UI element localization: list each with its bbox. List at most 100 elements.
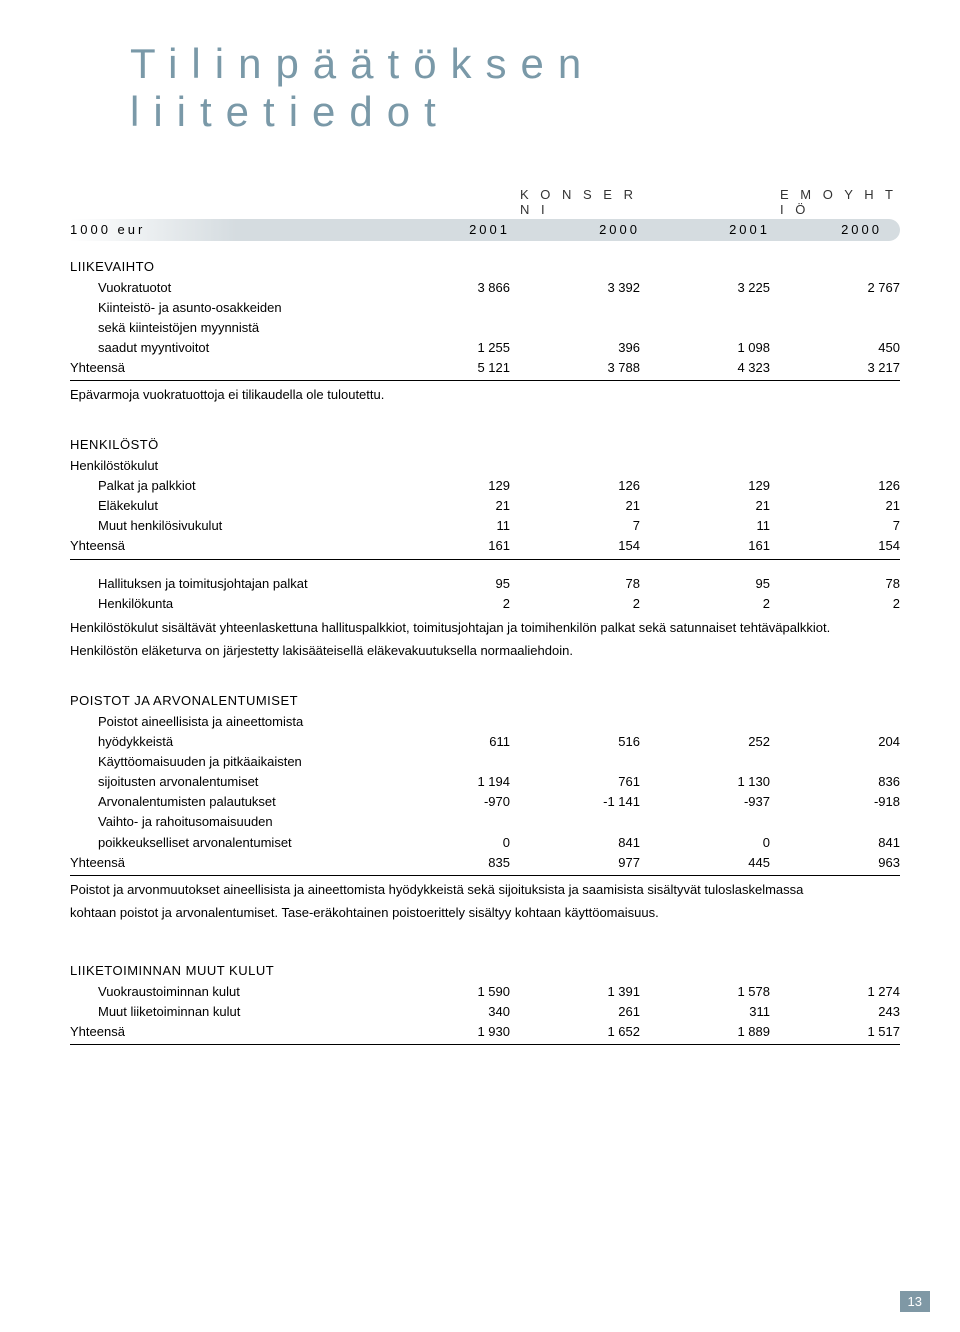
cell: 1 391 <box>510 982 640 1002</box>
table-row: Poistot aineellisista ja aineettomista <box>70 712 900 732</box>
cell <box>770 712 900 732</box>
year-col: 2000 <box>770 222 900 237</box>
cell: 311 <box>640 1002 770 1022</box>
cell: 78 <box>770 574 900 594</box>
group-emoyhtio: E M O Y H T I Ö <box>770 187 900 217</box>
title-line-1: Tilinpäätöksen <box>130 40 900 88</box>
column-group-header: K O N S E R N I E M O Y H T I Ö <box>70 187 900 217</box>
row-label: hyödykkeistä <box>70 732 380 752</box>
cell: -937 <box>640 792 770 812</box>
cell: 2 <box>380 594 510 614</box>
cell: 963 <box>770 853 900 873</box>
subtitle: Henkilöstökulut <box>70 456 380 476</box>
cell <box>380 752 510 772</box>
cell <box>770 812 900 832</box>
year-col: 2001 <box>640 222 770 237</box>
cell: 516 <box>510 732 640 752</box>
row-label: Yhteensä <box>70 358 380 378</box>
row-label: Vaihto- ja rahoitusomaisuuden <box>70 812 380 832</box>
row-label: Poistot aineellisista ja aineettomista <box>70 712 380 732</box>
subtitle-row: Henkilöstökulut <box>70 456 900 476</box>
total-row: Yhteensä 161 154 161 154 <box>70 536 900 559</box>
section-note: kohtaan poistot ja arvonalentumiset. Tas… <box>70 903 900 923</box>
cell <box>640 812 770 832</box>
page-number: 13 <box>900 1291 930 1312</box>
cell <box>770 298 900 318</box>
cell: 0 <box>380 833 510 853</box>
table-row: Vuokraustoiminnan kulut1 5901 3911 5781 … <box>70 982 900 1002</box>
row-label: sekä kiinteistöjen myynnistä <box>70 318 380 338</box>
cell <box>380 712 510 732</box>
row-label: Henkilökunta <box>70 594 380 614</box>
section-note: Henkilöstökulut sisältävät yhteenlaskett… <box>70 618 900 638</box>
row-label: Yhteensä <box>70 536 380 556</box>
row-label: saadut myyntivoitot <box>70 338 380 358</box>
table-row: Vaihto- ja rahoitusomaisuuden <box>70 812 900 832</box>
cell: 154 <box>510 536 640 556</box>
cell: 95 <box>380 574 510 594</box>
cell <box>510 752 640 772</box>
cell: 761 <box>510 772 640 792</box>
cell: 129 <box>380 476 510 496</box>
year-header-row: 1000 eur 2001 2000 2001 2000 <box>70 219 900 241</box>
cell: 2 <box>510 594 640 614</box>
unit-label: 1000 eur <box>70 222 380 237</box>
cell: 445 <box>640 853 770 873</box>
cell: 21 <box>380 496 510 516</box>
cell: 1 098 <box>640 338 770 358</box>
row-label: Kiinteistö- ja asunto-osakkeiden <box>70 298 380 318</box>
cell: 396 <box>510 338 640 358</box>
table-row: Muut henkilösivukulut117117 <box>70 516 900 536</box>
cell <box>770 318 900 338</box>
cell: 3 225 <box>640 278 770 298</box>
cell <box>380 318 510 338</box>
cell: 3 217 <box>770 358 900 378</box>
page-title: Tilinpäätöksen liitetiedot <box>130 40 900 137</box>
section-note: Henkilöstön eläketurva on järjestetty la… <box>70 641 900 661</box>
cell <box>380 812 510 832</box>
cell: 1 517 <box>770 1022 900 1042</box>
title-line-2: liitetiedot <box>130 88 900 136</box>
cell: 3 392 <box>510 278 640 298</box>
table-row: hyödykkeistä611516252204 <box>70 732 900 752</box>
cell: 841 <box>770 833 900 853</box>
cell: -1 141 <box>510 792 640 812</box>
row-label: Yhteensä <box>70 1022 380 1042</box>
table-row: Arvonalentumisten palautukset-970-1 141-… <box>70 792 900 812</box>
row-label: Yhteensä <box>70 853 380 873</box>
cell: 1 578 <box>640 982 770 1002</box>
cell: 1 194 <box>380 772 510 792</box>
table-row: Henkilökunta2222 <box>70 594 900 614</box>
row-label: Käyttöomaisuuden ja pitkäaikaisten <box>70 752 380 772</box>
table-row: Muut liiketoiminnan kulut340261311243 <box>70 1002 900 1022</box>
cell: 204 <box>770 732 900 752</box>
cell: 129 <box>640 476 770 496</box>
table-row: Käyttöomaisuuden ja pitkäaikaisten <box>70 752 900 772</box>
section-title-muutkulut: LIIKETOIMINNAN MUUT KULUT <box>70 963 900 978</box>
table-row: Eläkekulut21212121 <box>70 496 900 516</box>
cell: 261 <box>510 1002 640 1022</box>
cell <box>380 298 510 318</box>
cell: 1 255 <box>380 338 510 358</box>
cell <box>510 812 640 832</box>
cell: 835 <box>380 853 510 873</box>
row-label: Palkat ja palkkiot <box>70 476 380 496</box>
cell <box>640 752 770 772</box>
cell: -918 <box>770 792 900 812</box>
total-row: Yhteensä 5 121 3 788 4 323 3 217 <box>70 358 900 381</box>
cell <box>510 712 640 732</box>
cell: 252 <box>640 732 770 752</box>
cell: 5 121 <box>380 358 510 378</box>
total-row: Yhteensä 1 930 1 652 1 889 1 517 <box>70 1022 900 1045</box>
row-label: Muut liiketoiminnan kulut <box>70 1002 380 1022</box>
cell: 21 <box>640 496 770 516</box>
cell: 1 652 <box>510 1022 640 1042</box>
table-row: saadut myyntivoitot1 2553961 098450 <box>70 338 900 358</box>
table-row: sekä kiinteistöjen myynnistä <box>70 318 900 338</box>
table-row: Palkat ja palkkiot129126129126 <box>70 476 900 496</box>
cell: 154 <box>770 536 900 556</box>
cell: 7 <box>510 516 640 536</box>
row-label: Vuokratuotot <box>70 278 380 298</box>
cell: 340 <box>380 1002 510 1022</box>
cell: 0 <box>640 833 770 853</box>
